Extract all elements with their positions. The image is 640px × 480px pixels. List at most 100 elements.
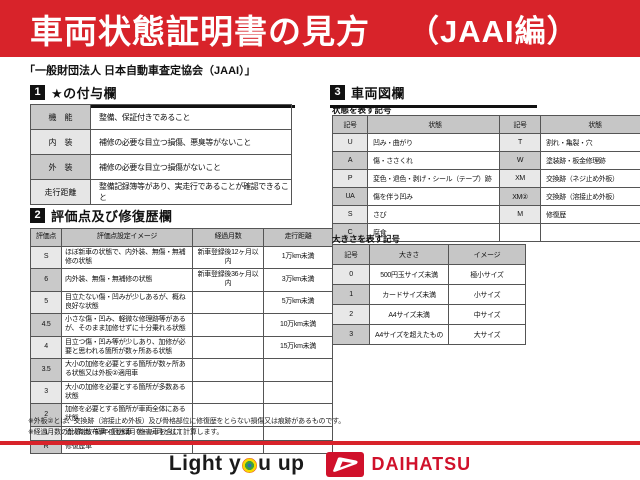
table-cell: 評価点設定イメージ — [61, 228, 193, 247]
table-cell: 0 — [332, 264, 370, 285]
table-cell — [499, 223, 541, 242]
evaluation-score-table: 評価点 評価点設定イメージ 経過月数 走行距離 S ほぼ新車の状態で、内外装、無傷・無補… — [30, 228, 333, 455]
table-cell: 3 — [30, 380, 62, 405]
table-cell: 走行距離 — [263, 228, 333, 247]
table-cell: W — [499, 151, 541, 170]
table-cell: 2 — [30, 403, 62, 427]
table-cell: 5 — [30, 290, 62, 315]
table-cell — [192, 290, 264, 315]
table-row: 1 カードサイズ未満 小サイズ — [332, 284, 526, 305]
table-cell: 傷・ささくれ — [367, 151, 500, 170]
section3-header: 3 車両図欄 — [330, 83, 537, 108]
light-you-up-logo: Light y u up — [169, 452, 305, 476]
table-cell: 走行距離 — [30, 179, 91, 205]
table-cell: 割れ・亀裂・穴 — [540, 133, 640, 152]
table-row: 6 内外装、無傷・無補修の状態 新車登録後36ヶ月以内 3万km未満 — [30, 268, 333, 292]
footer-divider — [0, 441, 640, 445]
table-row: 5 目立たない傷・凹みが少しあるが、概ね良好な状態 5万km未満 — [30, 290, 333, 315]
state-symbols-label: 状態を表す記号 — [332, 105, 392, 115]
table-row: 評価点 評価点設定イメージ 経過月数 走行距離 — [30, 228, 333, 247]
table-cell: 中サイズ — [448, 304, 526, 325]
table-row: S さび M 修復歴 — [332, 205, 640, 224]
table-cell: 500円玉サイズ未満 — [369, 264, 449, 285]
slogan-text-left: Light y — [168, 452, 242, 475]
table-cell: さび — [367, 205, 500, 224]
table-cell: 交換跡（ネジ止め外板） — [540, 169, 640, 188]
state-symbols-table: 記号 状態 記号 状態 U 凹み・曲がり T 割れ・亀裂・穴 A 傷・ささくれ W 塗装跡・板金修理… — [332, 115, 640, 242]
table-cell: 記号 — [332, 115, 368, 134]
table-cell: XM② — [499, 187, 541, 206]
title-banner: 車両状態証明書の見方 （JAAI編） — [0, 0, 640, 57]
table-cell: 変色・退色・剥げ・シール（テープ）跡 — [367, 169, 500, 188]
table-row: 0 500円玉サイズ未満 極小サイズ — [332, 264, 526, 285]
table-cell: 記号 — [499, 115, 541, 134]
table-row: 4.5 小さな傷・凹み、軽微な修理跡等があるが、そのまま加修せずに十分乗れる状態 1… — [30, 313, 333, 337]
table-cell: 4 — [30, 335, 62, 360]
page-title-edition: （JAAI編） — [408, 14, 579, 49]
table-row: 2 A4サイズ未満 中サイズ — [332, 304, 526, 325]
section2-title: 評価点及び修復歴欄 — [51, 209, 173, 224]
table-row: 2 加修を必要とする箇所が車両全体にある状態 — [30, 403, 333, 427]
table-cell: 3.5 — [30, 358, 62, 382]
table-row: 記号 状態 記号 状態 — [332, 115, 640, 134]
table-row: 走行距離 整備記録簿等があり、実走行であることが確認できること — [30, 179, 292, 205]
size-symbols-table: 記号 大きさ イメージ 0 500円玉サイズ未満 極小サイズ 1 カードサイズ未満 小サイズ 2… — [332, 244, 526, 345]
table-row: S ほぼ新車の状態で、内外装、無傷・無補修の状態 新車登録後12ヶ月以内 1万km未満 — [30, 245, 333, 270]
footnote-line: ※経過月数の計算は、初年度登録月を一ヶ月として計算します。 — [28, 429, 224, 437]
table-cell: 大小の加修を必要とする箇所が数ヶ所ある状態又は外板②適用車 — [61, 358, 193, 382]
section1-number-badge: 1 — [30, 85, 45, 100]
table-row: 3 A4サイズを超えたもの 大サイズ — [332, 324, 526, 345]
table-cell: 4.5 — [30, 313, 62, 337]
table-cell: 15万km未満 — [263, 335, 333, 360]
table-cell: 3 — [332, 324, 370, 345]
table-cell: カードサイズ未満 — [369, 284, 449, 305]
table-cell: ほぼ新車の状態で、内外装、無傷・無補修の状態 — [61, 245, 193, 270]
table-cell: 大小の加修を必要とする箇所が多数ある状態 — [61, 380, 193, 405]
section3-title: 車両図欄 — [351, 86, 406, 101]
table-row: A 傷・ささくれ W 塗装跡・板金修理跡 — [332, 151, 640, 170]
table-cell: 経過月数 — [192, 228, 264, 247]
table-cell: 機 能 — [30, 104, 91, 130]
table-cell: 小さな傷・凹み、軽微な修理跡等があるが、そのまま加修せずに十分乗れる状態 — [61, 313, 193, 337]
table-cell: A4サイズを超えたもの — [369, 324, 449, 345]
table-cell: 2 — [332, 304, 370, 325]
table-cell — [263, 358, 333, 382]
table-cell: 3万km未満 — [263, 268, 333, 292]
page-title: 車両状態証明書の見方 — [30, 12, 370, 50]
table-cell: 5万km未満 — [263, 290, 333, 315]
table-cell — [192, 358, 264, 382]
daihatsu-wordmark: DAIHATSU — [371, 453, 472, 474]
table-cell: イメージ — [448, 244, 526, 265]
section3-number-badge: 3 — [330, 85, 345, 100]
daihatsu-logo: DAIHATSU — [326, 451, 472, 477]
table-cell: 状態 — [540, 115, 640, 134]
table-cell: 評価点 — [30, 228, 62, 247]
table-cell: 交換跡（溶接止め外板） — [540, 187, 640, 206]
section1-title: ★の付与欄 — [51, 86, 118, 101]
table-row: UA 傷を伴う凹み XM② 交換跡（溶接止め外板） — [332, 187, 640, 206]
organization-subtitle: 「一般財団法人 日本自動車査定協会（JAAI）」 — [24, 65, 256, 77]
table-cell: 6 — [30, 268, 62, 292]
table-cell: S — [332, 205, 368, 224]
table-row: U 凹み・曲がり T 割れ・亀裂・穴 — [332, 133, 640, 152]
table-cell: 1 — [30, 425, 62, 441]
table-cell: 小サイズ — [448, 284, 526, 305]
table-row: 記号 大きさ イメージ — [332, 244, 526, 265]
daihatsu-emblem-icon — [326, 451, 365, 477]
table-cell: 内外装、無傷・無補修の状態 — [61, 268, 193, 292]
table-cell: U — [332, 133, 368, 152]
table-cell: 1万km未満 — [263, 245, 333, 270]
table-cell: 大サイズ — [448, 324, 526, 345]
table-cell: 整備記録簿等があり、実走行であることが確認できること — [90, 179, 292, 205]
footnotes: ※外板②とは、交換跡（溶接止め外板）及び骨格部位に修復歴をとらない損傷又は痕跡が… — [28, 416, 345, 438]
table-cell: 傷を伴う凹み — [367, 187, 500, 206]
table-row: 内 装補修の必要な目立つ損傷、悪臭等がないこと — [30, 129, 292, 155]
table-cell — [263, 380, 333, 405]
table-cell: 1 — [332, 284, 370, 305]
table-row: 機 能整備、保証付きであること — [30, 104, 292, 130]
table-row: 外 装補修の必要な目立つ損傷がないこと — [30, 154, 292, 180]
size-symbols-label: 大きさを表す記号 — [332, 234, 401, 244]
table-row: P 変色・退色・剥げ・シール（テープ）跡 XM 交換跡（ネジ止め外板） — [332, 169, 640, 188]
table-cell: UA — [332, 187, 368, 206]
table-cell: 外 装 — [30, 154, 91, 180]
